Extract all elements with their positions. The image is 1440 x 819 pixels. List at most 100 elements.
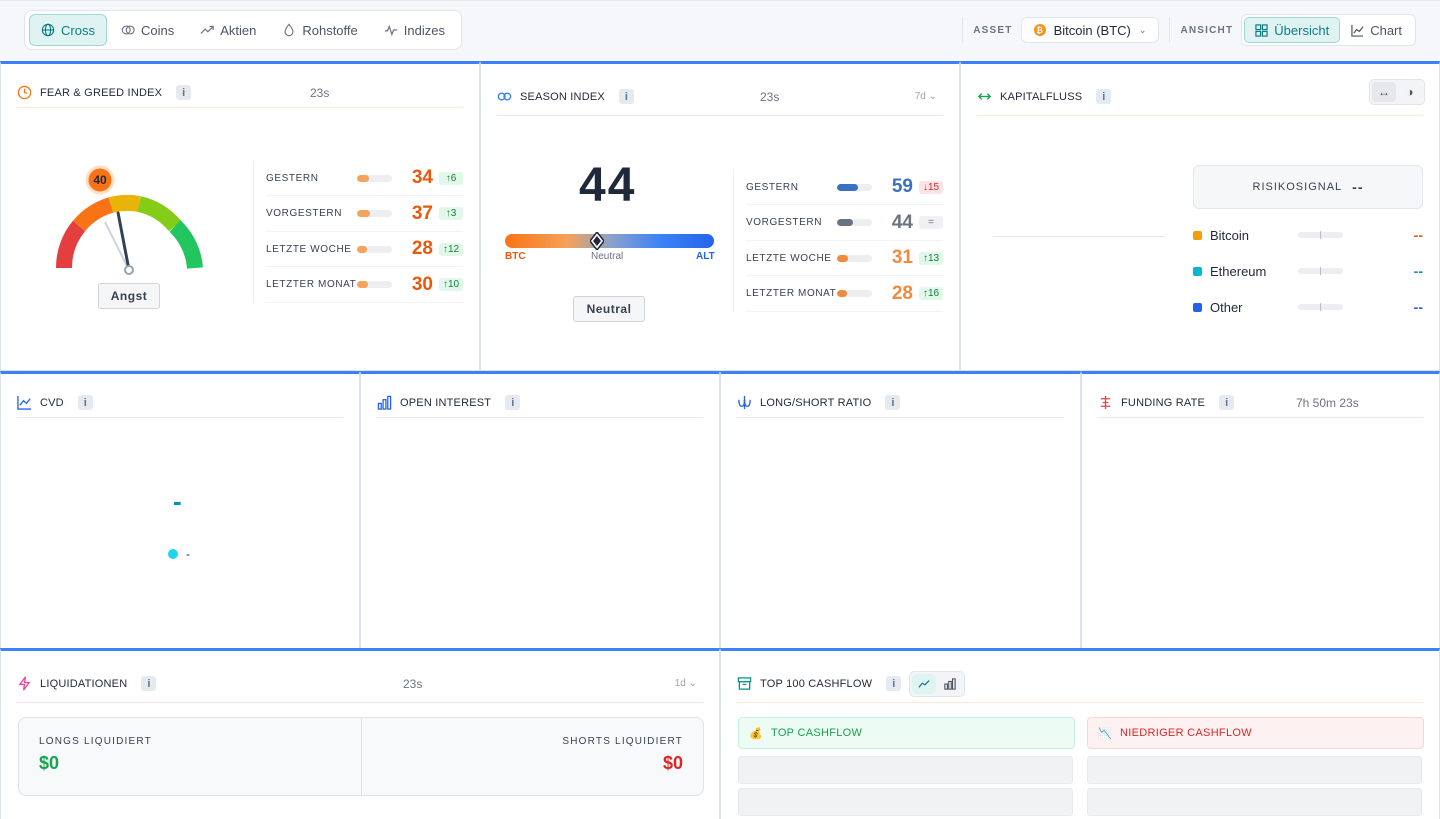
- cashflow-view-toggle: [909, 670, 966, 697]
- low-cashflow-header: 📉 NIEDRIGER CASHFLOW: [1087, 717, 1424, 749]
- tab-label: Aktien: [220, 22, 257, 38]
- refresh-timer: 23s: [403, 676, 423, 691]
- info-icon[interactable]: i: [886, 676, 902, 691]
- sentiment-label: Angst: [98, 283, 160, 309]
- btc-label: BTC: [505, 251, 526, 262]
- history-row: LETZTE WOCHE 28 ↑12: [266, 232, 463, 267]
- coins-icon: [121, 25, 135, 35]
- shorts-value: $0: [662, 753, 683, 773]
- tab-label: Rohstoffe: [302, 22, 358, 38]
- panel-title: KAPITALFLUSS: [1000, 90, 1083, 103]
- flow-arrows-button[interactable]: ↔: [1372, 82, 1396, 102]
- season-icon: [497, 92, 512, 101]
- gauge-green: [169, 220, 203, 269]
- header-controls: ASSET ₿ Bitcoin (BTC) ⌄ ANSICHT Übersich…: [952, 12, 1416, 48]
- asset-value: Bitcoin (BTC): [1053, 22, 1131, 38]
- capital-flow-row: Ethereum --: [1193, 259, 1423, 283]
- history-bar: [357, 210, 393, 217]
- view-overview-button[interactable]: Übersicht: [1244, 17, 1341, 43]
- info-icon[interactable]: i: [1219, 395, 1235, 410]
- season-index-panel: SEASON INDEX i 23s 7d ⌄ 44 BTC Neutral A…: [480, 61, 960, 371]
- history-bar-fill: [837, 290, 848, 297]
- info-icon[interactable]: i: [77, 395, 93, 410]
- risk-signal-label: RISIKOSIGNAL: [1252, 181, 1343, 193]
- info-icon[interactable]: i: [141, 676, 157, 691]
- skeleton-row: [738, 788, 1073, 816]
- gauge-lightgreen: [136, 196, 182, 232]
- info-icon[interactable]: i: [618, 89, 634, 104]
- panel-header: FUNDING RATE i 7h 50m 23s: [1098, 388, 1423, 418]
- season-marker: [589, 232, 604, 250]
- pie-view-button[interactable]: ◑: [1406, 85, 1414, 99]
- panel-header: LONG/SHORT RATIO i: [737, 388, 1064, 418]
- history-bar-fill: [357, 210, 371, 217]
- flow-bar: [1298, 267, 1343, 275]
- range-select[interactable]: 1d ⌄: [674, 678, 697, 689]
- view-chart-button[interactable]: Chart: [1340, 17, 1413, 43]
- info-icon[interactable]: i: [885, 395, 901, 410]
- range-select[interactable]: 7d ⌄: [914, 91, 937, 102]
- tab-coins[interactable]: Coins: [109, 14, 186, 46]
- panel-header: FEAR & GREED INDEX i 23s: [17, 78, 463, 108]
- area-chart-icon: [17, 395, 32, 410]
- gauge-hub: [124, 265, 134, 275]
- tab-cross[interactable]: Cross: [29, 14, 107, 46]
- grid-icon: [1255, 23, 1268, 37]
- range-value: 1d: [674, 678, 686, 689]
- gauge-needle: [116, 211, 131, 272]
- info-icon[interactable]: i: [176, 85, 192, 100]
- flow-value: --: [1413, 227, 1423, 243]
- panel-title: SEASON INDEX: [520, 90, 605, 103]
- history-bar-fill: [837, 183, 858, 191]
- bitcoin-icon: ₿: [1033, 24, 1046, 36]
- refresh-timer: 23s: [760, 89, 780, 104]
- info-icon[interactable]: i: [1096, 89, 1112, 104]
- gauge-value-badge: [85, 165, 115, 195]
- history-label: LETZTER MONAT: [266, 279, 357, 290]
- history-delta: ↑6: [439, 171, 463, 185]
- globe-icon: [41, 23, 55, 37]
- history-bar-fill: [837, 254, 849, 262]
- bar-view-button[interactable]: [938, 674, 962, 694]
- history-value: 37: [411, 202, 433, 224]
- history-row: LETZTER MONAT 28 ↑16: [746, 277, 943, 312]
- tab-indizes[interactable]: Indizes: [372, 14, 457, 46]
- info-icon[interactable]: i: [505, 395, 521, 410]
- shorts-liquidated: SHORTS LIQUIDIERT $0: [360, 718, 704, 795]
- top-cashflow-label: TOP CASHFLOW: [771, 727, 863, 739]
- history-delta: ↑12: [439, 242, 463, 256]
- bar-chart-icon: [944, 677, 956, 690]
- panel-title: LONG/SHORT RATIO: [760, 396, 872, 409]
- top-cashflow-header: 💰 TOP CASHFLOW: [738, 717, 1075, 749]
- view-chart-label: Chart: [1370, 22, 1402, 38]
- refresh-timer: 23s: [310, 85, 330, 100]
- liquidation-summary: LONGS LIQUIDIERT $0 SHORTS LIQUIDIERT $0: [18, 717, 704, 796]
- archive-icon: [737, 677, 752, 690]
- tab-label: Indizes: [403, 22, 445, 38]
- history-bar: [837, 254, 873, 262]
- range-value: 7d: [914, 91, 926, 102]
- funding-icon: [1100, 395, 1111, 410]
- asset-color-swatch: [1193, 230, 1202, 240]
- history-row: LETZTE WOCHE 31 ↑13: [746, 241, 943, 276]
- alt-label: ALT: [696, 251, 715, 262]
- history-row: GESTERN 59 ↓15: [746, 170, 943, 205]
- liquidations-panel: LIQUIDATIONEN i 23s 1d ⌄ LONGS LIQUIDIER…: [0, 648, 720, 819]
- pulse-icon: [384, 24, 397, 37]
- history-bar: [837, 290, 873, 297]
- trend-view-button[interactable]: [912, 673, 937, 694]
- tab-rohstoffe[interactable]: Rohstoffe: [270, 14, 369, 46]
- cvd-legend: -: [168, 547, 190, 561]
- asset-select[interactable]: ₿ Bitcoin (BTC) ⌄: [1020, 17, 1160, 43]
- history-delta: =: [919, 216, 943, 229]
- divider: [962, 17, 964, 43]
- shorts-label: SHORTS LIQUIDIERT: [562, 736, 683, 747]
- tab-aktien[interactable]: Aktien: [188, 14, 268, 46]
- panel-title: CVD: [40, 396, 64, 409]
- legend-dot: [168, 549, 178, 559]
- cvd-value: -: [173, 486, 182, 516]
- chevron-down-icon: ⌄: [1138, 24, 1147, 35]
- panel-header: KAPITALFLUSS i: [977, 78, 1423, 116]
- history-label: LETZTE WOCHE: [746, 252, 832, 264]
- asset-name: Ethereum: [1210, 263, 1267, 279]
